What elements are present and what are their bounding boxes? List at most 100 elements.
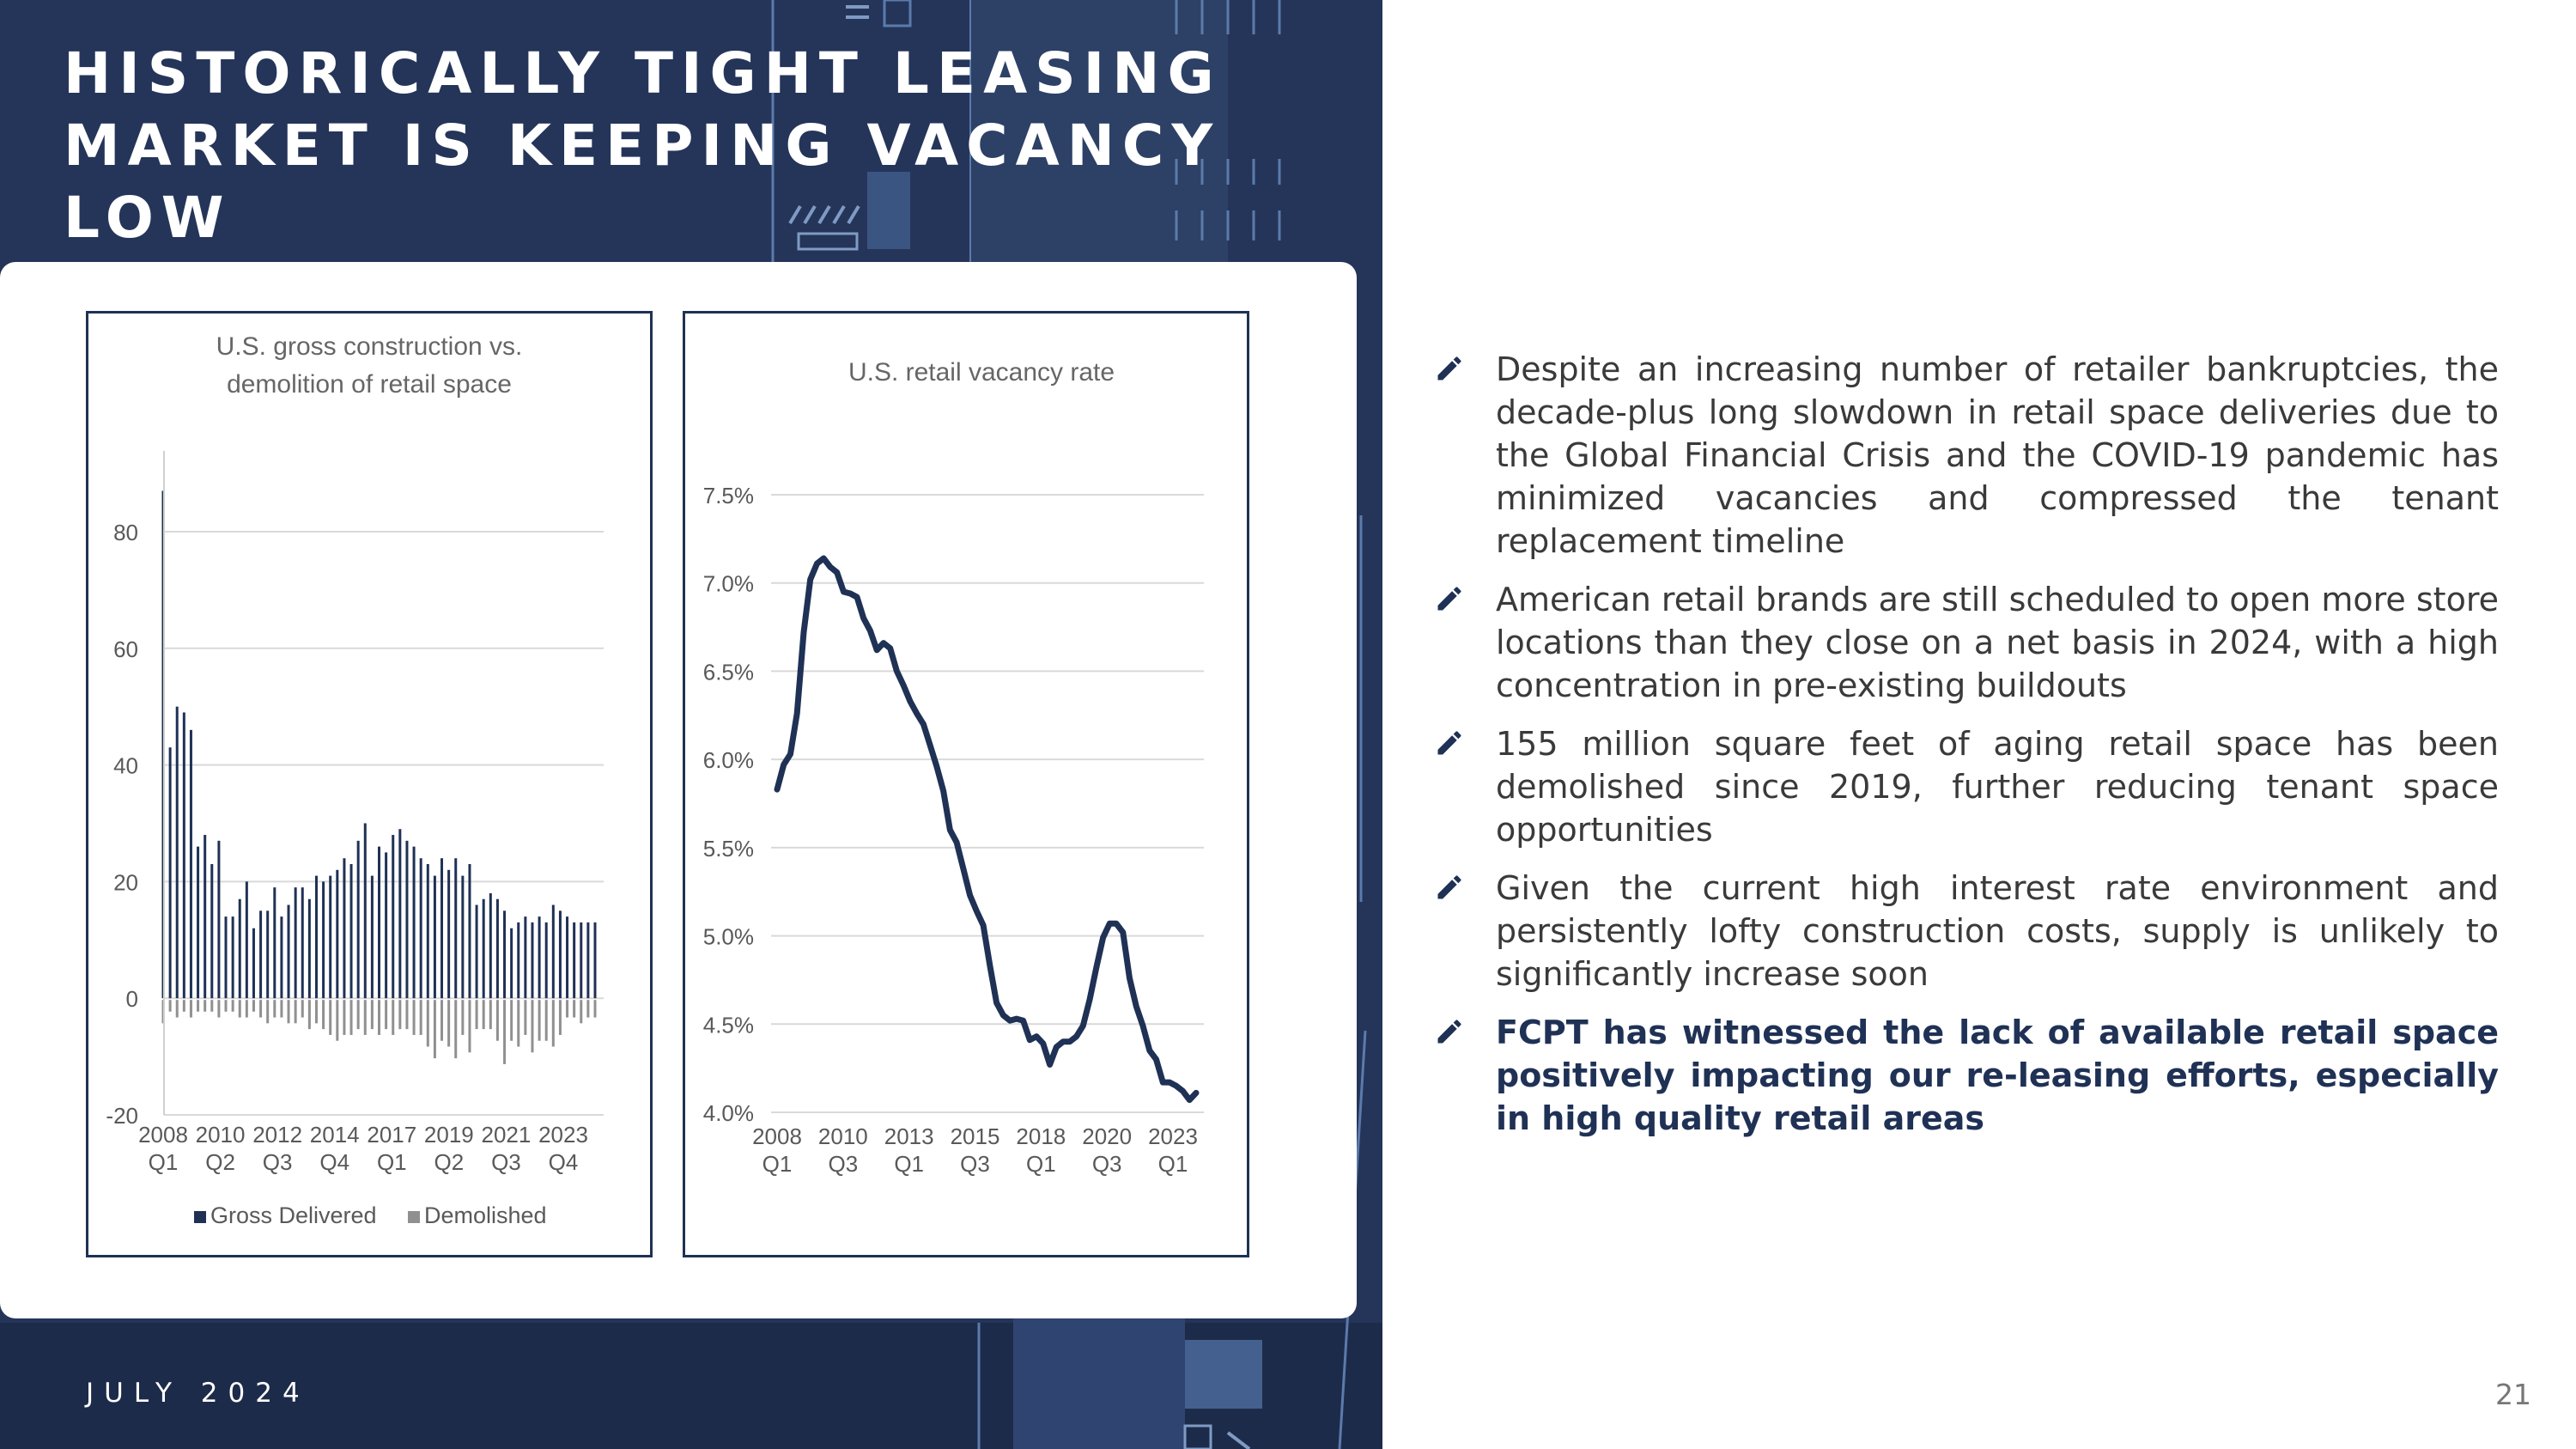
bar-demolished — [224, 1000, 228, 1012]
x-tick-label: Q2 — [205, 1149, 235, 1175]
bullet-text: Given the current high interest rate env… — [1496, 869, 2499, 993]
bar-demolished — [245, 1000, 248, 1018]
bar-demolished — [231, 1000, 234, 1012]
bullet-text: FCPT has witnessed the lack of available… — [1496, 1014, 2499, 1137]
bar-demolished — [280, 1000, 283, 1018]
bar-demolished — [398, 1000, 402, 1030]
bar-demolished — [447, 1000, 451, 1047]
bar-gross-delivered — [356, 840, 360, 999]
bullet-text: 155 million square feet of aging retail … — [1496, 725, 2499, 849]
chart-title: U.S. gross construction vs. — [216, 332, 523, 361]
y-tick-label: 4.5% — [703, 1012, 754, 1038]
bar-demolished — [238, 1000, 241, 1018]
bar-gross-delivered — [231, 916, 234, 999]
x-tick-label: Q1 — [149, 1149, 179, 1175]
bar-gross-delivered — [287, 904, 290, 999]
x-tick-label: 2010 — [196, 1122, 246, 1148]
bar-gross-delivered — [510, 928, 513, 999]
x-tick-label: Q1 — [1026, 1151, 1056, 1177]
x-tick-label: 2015 — [951, 1123, 1000, 1149]
bar-demolished — [182, 1000, 185, 1012]
bar-demolished — [307, 1000, 311, 1030]
bar-gross-delivered — [314, 875, 318, 999]
bar-gross-delivered — [566, 916, 569, 999]
pencil-icon — [1437, 356, 1461, 381]
bar-demolished — [426, 1000, 429, 1047]
bar-gross-delivered — [454, 858, 458, 999]
x-tick-label: Q3 — [960, 1151, 990, 1177]
bar-demolished — [301, 1000, 304, 1018]
bar-demolished — [475, 1000, 478, 1030]
bar-demolished — [287, 1000, 290, 1024]
bar-gross-delivered — [217, 840, 221, 999]
bar-demolished — [314, 1000, 318, 1024]
bar-gross-delivered — [349, 864, 353, 999]
bar-demolished — [259, 1000, 263, 1018]
y-tick-label: 0 — [126, 986, 138, 1012]
bar-demolished — [343, 1000, 346, 1035]
bar-gross-delivered — [280, 916, 283, 999]
bar-gross-delivered — [447, 869, 451, 999]
bar-demolished — [210, 1000, 214, 1012]
bar-demolished — [252, 1000, 255, 1012]
bar-demolished — [580, 1000, 583, 1024]
pencil-icon — [1437, 731, 1461, 755]
y-tick-label: 5.5% — [703, 836, 754, 861]
bar-demolished — [197, 1000, 200, 1012]
bar-gross-delivered — [586, 922, 590, 999]
x-tick-label: 2020 — [1082, 1123, 1132, 1149]
bar-gross-delivered — [322, 881, 325, 999]
bar-gross-delivered — [266, 910, 270, 999]
bar-demolished — [461, 1000, 465, 1035]
bar-demolished — [204, 1000, 207, 1012]
bar-gross-delivered — [468, 864, 471, 999]
bar-gross-delivered — [175, 706, 179, 999]
x-tick-label: 2019 — [424, 1122, 474, 1148]
bar-demolished — [495, 1000, 499, 1041]
bar-gross-delivered — [593, 922, 597, 999]
bar-demolished — [392, 1000, 395, 1035]
y-tick-label: 40 — [113, 753, 138, 779]
bar-gross-delivered — [517, 922, 520, 999]
bar-demolished — [489, 1000, 492, 1030]
x-tick-label: Q3 — [1092, 1151, 1122, 1177]
bar-demolished — [531, 1000, 534, 1053]
bar-gross-delivered — [378, 846, 380, 999]
bullet-item: Despite an increasing number of retailer… — [1434, 348, 2499, 563]
y-tick-label: 7.5% — [703, 483, 754, 508]
bar-gross-delivered — [204, 835, 207, 999]
x-tick-label: Q3 — [491, 1149, 521, 1175]
y-tick-label: 20 — [113, 869, 138, 895]
bar-gross-delivered — [419, 858, 422, 999]
y-tick-label: 5.0% — [703, 924, 754, 950]
pencil-icon — [1437, 875, 1461, 899]
bar-gross-delivered — [294, 887, 297, 999]
page-number: 21 — [2495, 1378, 2531, 1411]
x-tick-label: 2014 — [310, 1122, 360, 1148]
bar-demolished — [322, 1000, 325, 1030]
bar-gross-delivered — [440, 858, 444, 999]
bar-gross-delivered — [426, 864, 429, 999]
bar-demolished — [412, 1000, 416, 1035]
bar-gross-delivered — [524, 916, 527, 999]
bar-demolished — [468, 1000, 471, 1053]
x-tick-label: Q1 — [762, 1151, 793, 1177]
bar-gross-delivered — [259, 910, 263, 999]
bar-demolished — [349, 1000, 353, 1035]
bar-gross-delivered — [489, 892, 492, 999]
bar-demolished — [385, 1000, 388, 1030]
y-tick-label: 6.5% — [703, 659, 754, 685]
bar-gross-delivered — [392, 835, 395, 999]
bar-demolished — [378, 1000, 380, 1035]
bar-gross-delivered — [385, 852, 388, 999]
bar-demolished — [503, 1000, 507, 1064]
slide-title: HISTORICALLY TIGHT LEASING MARKET IS KEE… — [64, 40, 1222, 251]
bar-gross-delivered — [273, 887, 276, 999]
bar-demolished — [482, 1000, 485, 1030]
bullet-text: Despite an increasing number of retailer… — [1496, 350, 2499, 560]
x-tick-label: 2010 — [818, 1123, 868, 1149]
bar-gross-delivered — [433, 875, 436, 999]
vacancy-rate-chart-svg: U.S. retail vacancy rate 4.0% 4.5% 5.0% 5.5%… — [703, 358, 1204, 1177]
bar-demolished — [538, 1000, 541, 1041]
bar-gross-delivered — [168, 747, 172, 999]
